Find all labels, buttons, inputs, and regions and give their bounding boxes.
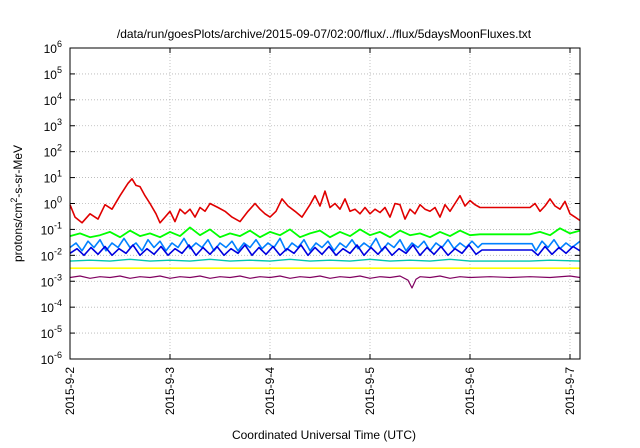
grid-lines <box>70 48 580 359</box>
series-line-4 <box>69 237 581 252</box>
series-line-5 <box>69 244 581 257</box>
y-tick-label: 10-1 <box>41 220 62 237</box>
x-tick-label: 2015-9-6 <box>463 367 477 415</box>
y-tick-label: 100 <box>44 195 62 212</box>
data-series <box>69 178 581 289</box>
x-tick-label: 2015-9-7 <box>563 367 577 415</box>
x-tick-label: 2015-9-4 <box>263 367 277 415</box>
series-line-7 <box>69 275 581 289</box>
series-line-2 <box>69 226 581 239</box>
y-tick-label: 103 <box>44 117 62 134</box>
y-tick-label: 10-4 <box>41 298 62 315</box>
y-tick-label: 10-2 <box>41 246 62 263</box>
y-tick-label: 101 <box>44 169 62 186</box>
x-tick-label: 2015-9-5 <box>363 367 377 415</box>
x-tick-label: 2015-9-2 <box>63 367 77 415</box>
y-axis-label-base: protons/cm <box>11 203 25 262</box>
y-tick-label: 10-5 <box>41 324 62 341</box>
x-axis-label: Coordinated Universal Time (UTC) <box>232 428 416 442</box>
y-tick-label: 105 <box>44 65 62 82</box>
y-tick-label: 104 <box>44 91 62 108</box>
y-tick-label: 102 <box>44 143 62 160</box>
y-axis-label-sup: 2 <box>9 198 19 203</box>
y-tick-label: 10-3 <box>41 272 62 289</box>
axis-ticks: 10-6 10-5 10-4 10-3 10-2 10-1 100 101 102 103 104 1… <box>41 39 580 415</box>
y-tick-label: 106 <box>44 39 62 56</box>
chart-title: /data/run/goesPlots/archive/2015-09-07/0… <box>117 27 532 41</box>
series-line-1 <box>69 178 581 224</box>
x-tick-label: 2015-9-3 <box>163 367 177 415</box>
y-tick-label: 10-6 <box>41 350 62 367</box>
y-axis-label: protons/cm2-s-sr-MeV <box>9 145 25 262</box>
series-line-3 <box>69 258 581 262</box>
y-axis-label-rest: -s-sr-MeV <box>11 145 25 198</box>
